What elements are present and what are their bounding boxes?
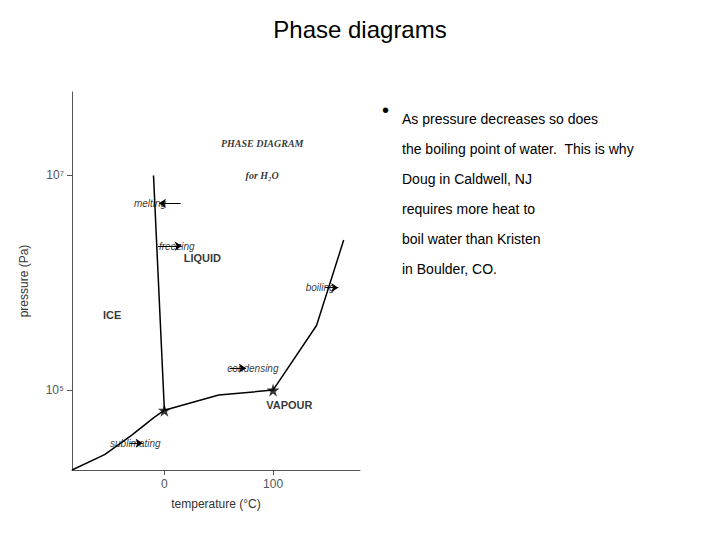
svg-text:100: 100 [263, 477, 283, 491]
svg-text:Phase diagrams: Phase diagrams [273, 16, 446, 43]
svg-text:boiling: boiling [306, 282, 335, 293]
svg-text:condensing: condensing [227, 363, 279, 374]
svg-text:sublimating: sublimating [110, 438, 161, 449]
svg-text:Doug in Caldwell, NJ: Doug in Caldwell, NJ [402, 171, 532, 187]
svg-text:As pressure decreases so does: As pressure decreases so does [402, 111, 598, 127]
svg-text:boil water than Kristen: boil water than Kristen [402, 231, 541, 247]
svg-text:temperature (°C): temperature (°C) [171, 497, 261, 511]
svg-text:LIQUID: LIQUID [184, 252, 221, 264]
svg-text:10⁷: 10⁷ [46, 168, 64, 182]
svg-text:10⁵: 10⁵ [46, 383, 64, 397]
svg-text:VAPOUR: VAPOUR [266, 399, 312, 411]
svg-text:requires more heat to: requires more heat to [402, 201, 535, 217]
svg-text:for H₂O: for H₂O [246, 170, 279, 181]
svg-text:melting: melting [134, 198, 167, 209]
svg-text:freezing: freezing [159, 241, 195, 252]
svg-text:•: • [382, 99, 389, 121]
svg-text:the boiling point of water. T: the boiling point of water. This is why [402, 141, 634, 157]
svg-text:0: 0 [161, 477, 168, 491]
svg-text:PHASE DIAGRAM: PHASE DIAGRAM [221, 138, 305, 149]
svg-text:pressure (Pa): pressure (Pa) [17, 245, 31, 318]
svg-text:in Boulder, CO.: in Boulder, CO. [402, 261, 497, 277]
svg-text:ICE: ICE [103, 309, 121, 321]
